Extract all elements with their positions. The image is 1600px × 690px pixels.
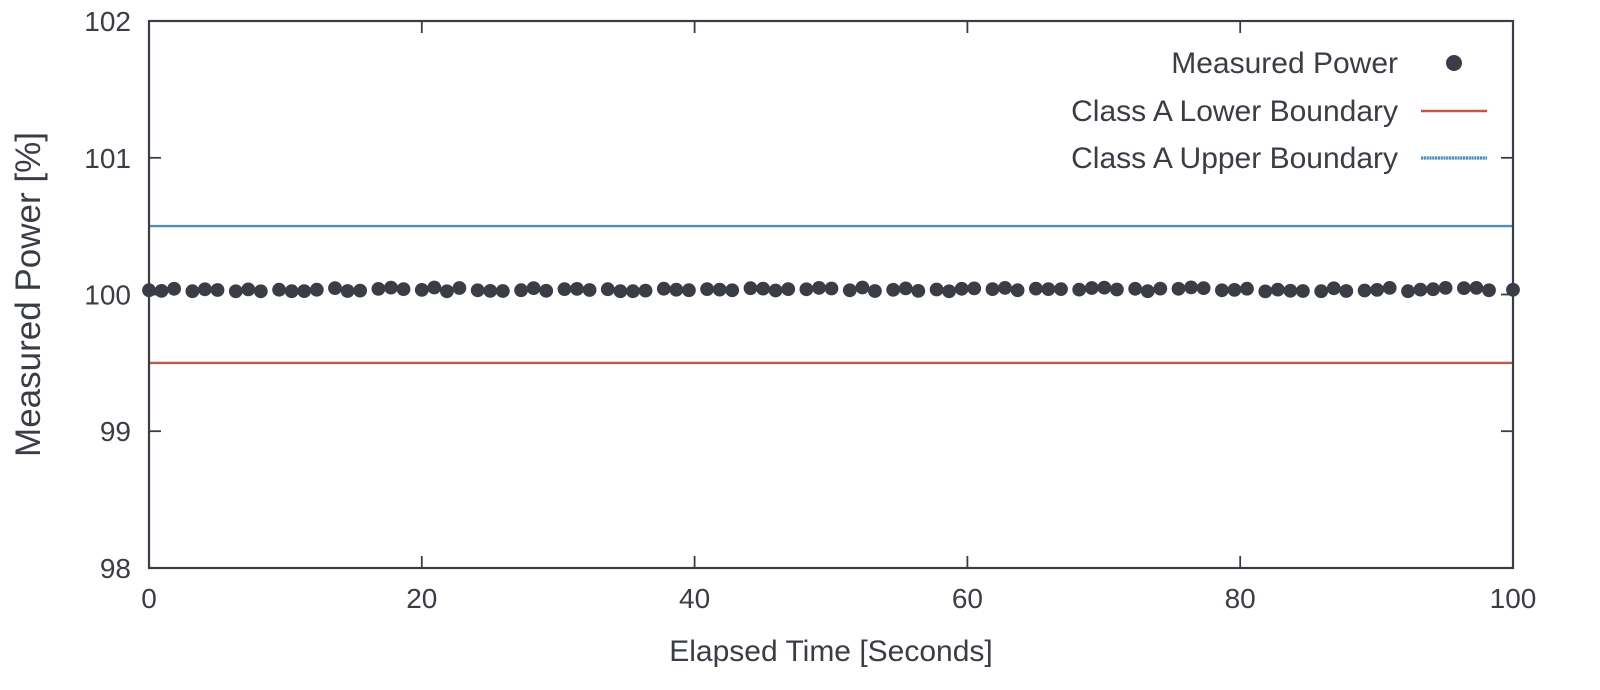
svg-text:20: 20 xyxy=(406,583,437,614)
svg-text:80: 80 xyxy=(1225,583,1256,614)
svg-text:100: 100 xyxy=(1490,583,1537,614)
svg-text:Class A Lower Boundary: Class A Lower Boundary xyxy=(1071,95,1398,128)
svg-text:Measured Power: Measured Power xyxy=(1171,47,1398,80)
svg-text:60: 60 xyxy=(952,583,983,614)
svg-text:40: 40 xyxy=(679,583,710,614)
svg-text:Measured Power [%]: Measured Power [%] xyxy=(9,132,48,457)
svg-text:98: 98 xyxy=(100,553,131,584)
svg-text:Elapsed Time [Seconds]: Elapsed Time [Seconds] xyxy=(669,635,993,668)
svg-text:Class A Upper Boundary: Class A Upper Boundary xyxy=(1071,142,1398,175)
svg-text:99: 99 xyxy=(100,416,131,447)
svg-text:102: 102 xyxy=(84,6,131,37)
svg-text:101: 101 xyxy=(84,143,131,174)
svg-text:0: 0 xyxy=(141,583,157,614)
svg-text:100: 100 xyxy=(84,280,131,311)
